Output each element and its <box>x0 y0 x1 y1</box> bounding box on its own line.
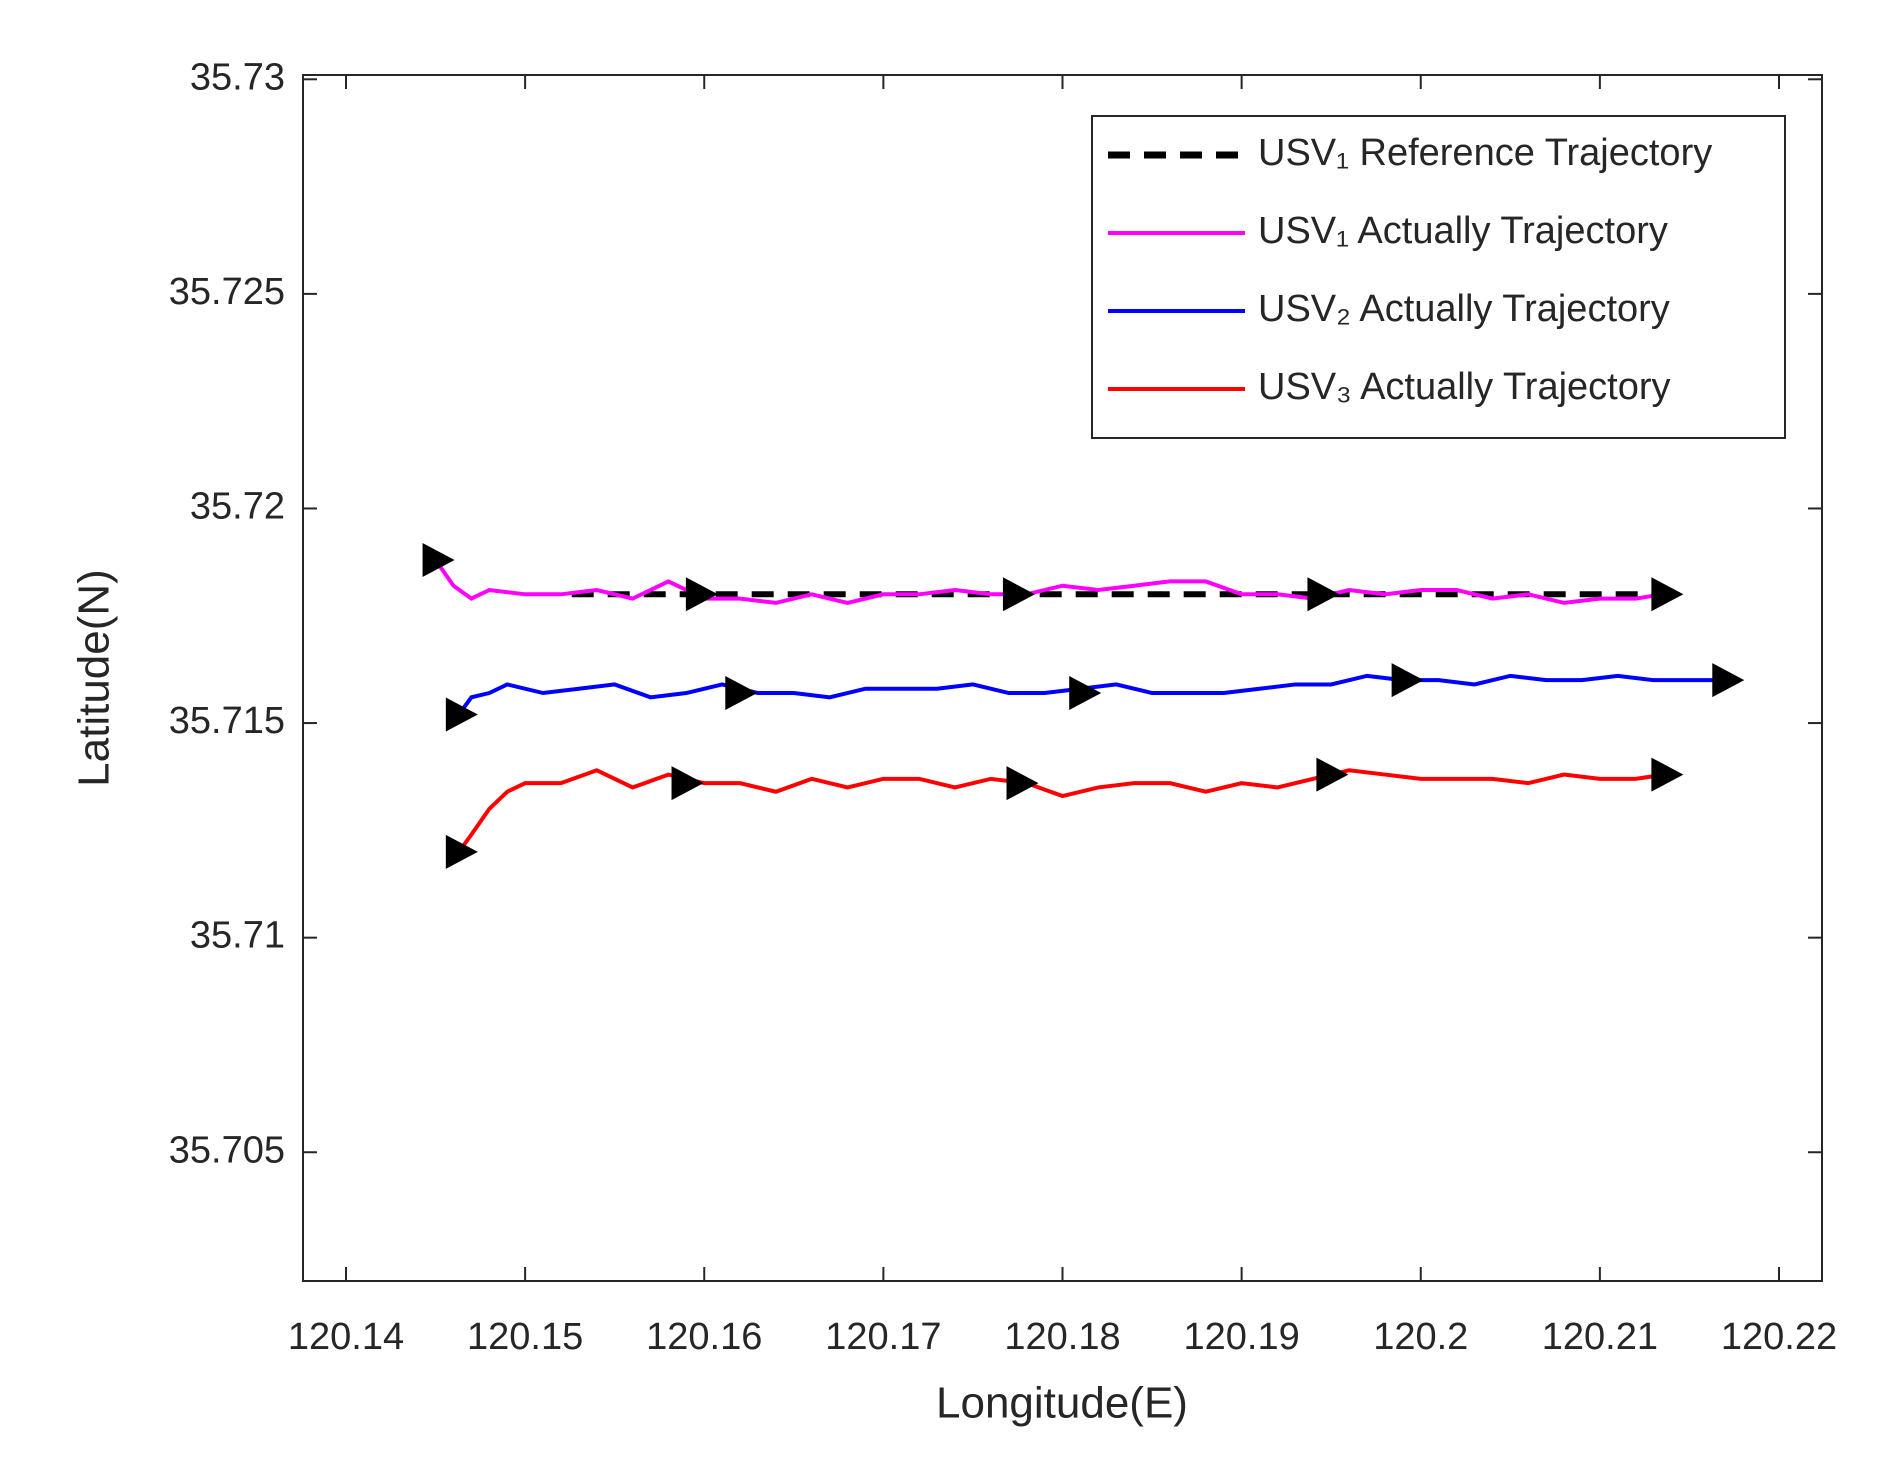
x-axis-label: Longitude(E) <box>936 1379 1188 1428</box>
marker <box>1006 766 1039 801</box>
marker <box>1307 577 1340 612</box>
legend-label: USV₃ Actually Trajectory <box>1258 366 1671 408</box>
x-tick-label: 120.15 <box>467 1316 583 1358</box>
legend-label: USV₂ Actually Trajectory <box>1258 288 1670 330</box>
marker <box>445 834 478 869</box>
marker <box>685 577 718 612</box>
series-line <box>457 673 1726 716</box>
marker <box>671 766 704 801</box>
marker <box>1002 577 1035 612</box>
marker <box>725 676 758 711</box>
marker <box>1069 676 1102 711</box>
y-tick-label: 35.73 <box>190 56 285 98</box>
y-tick-label: 35.715 <box>169 700 285 742</box>
x-tick-label: 120.22 <box>1721 1316 1837 1358</box>
marker <box>1712 663 1745 698</box>
legend-label: USV₁ Actually Trajectory <box>1258 210 1668 252</box>
marker <box>1391 663 1424 698</box>
x-tick-label: 120.21 <box>1542 1316 1658 1358</box>
marker <box>445 697 478 732</box>
legend-label: USV₁ Reference Trajectory <box>1258 132 1712 174</box>
marker <box>1651 577 1684 612</box>
y-tick-label: 35.72 <box>190 486 285 528</box>
y-tick-label: 35.705 <box>169 1129 285 1171</box>
y-tick-label: 35.71 <box>190 915 285 957</box>
x-tick-label: 120.14 <box>288 1316 404 1358</box>
marker <box>1316 757 1349 792</box>
x-tick-label: 120.18 <box>1004 1316 1120 1358</box>
y-tick-label: 35.725 <box>169 271 285 313</box>
x-tick-label: 120.2 <box>1373 1316 1468 1358</box>
x-tick-label: 120.17 <box>825 1316 941 1358</box>
x-tick-label: 120.16 <box>646 1316 762 1358</box>
marker <box>422 542 455 577</box>
x-tick-label: 120.19 <box>1184 1316 1300 1358</box>
marker <box>1651 757 1684 792</box>
y-axis-label: Latitude(N) <box>70 569 119 787</box>
legend-box <box>1091 115 1786 439</box>
